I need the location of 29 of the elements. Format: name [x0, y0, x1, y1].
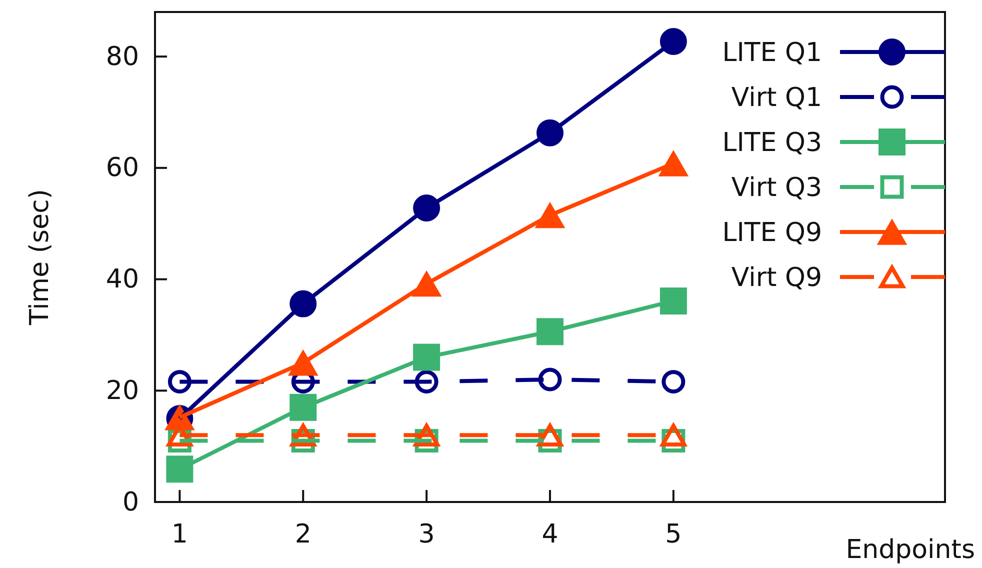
point [538, 368, 562, 392]
legend-label: LITE Q1 [722, 38, 822, 68]
x-tick-label: 4 [542, 519, 558, 550]
legend-label: LITE Q9 [722, 218, 822, 248]
y-tick-label: 40 [106, 264, 139, 295]
point [537, 424, 563, 446]
point [414, 424, 440, 446]
point [166, 456, 194, 483]
y-tick-label: 60 [106, 153, 139, 184]
x-tick-label: 1 [171, 519, 188, 550]
legend-label: Virt Q9 [731, 263, 822, 293]
legend-label: Virt Q1 [731, 83, 822, 113]
x-axis-title: Endpoints [846, 535, 975, 565]
y-tick-label: 0 [122, 487, 139, 518]
point [660, 287, 687, 314]
point [660, 424, 686, 446]
x-tick-label: 3 [418, 519, 435, 550]
point [658, 150, 688, 176]
x-tick-label: 2 [294, 519, 312, 550]
y-axis-title: Time (sec) [25, 188, 55, 326]
x-tick-label: 5 [665, 519, 682, 550]
legend-label: LITE Q3 [722, 128, 822, 158]
point [662, 370, 686, 394]
point [414, 370, 438, 394]
legend-label: Virt Q3 [731, 173, 822, 203]
y-tick-label: 20 [106, 376, 139, 406]
point [168, 370, 192, 394]
point [660, 28, 687, 55]
y-tick-label: 80 [106, 42, 139, 72]
